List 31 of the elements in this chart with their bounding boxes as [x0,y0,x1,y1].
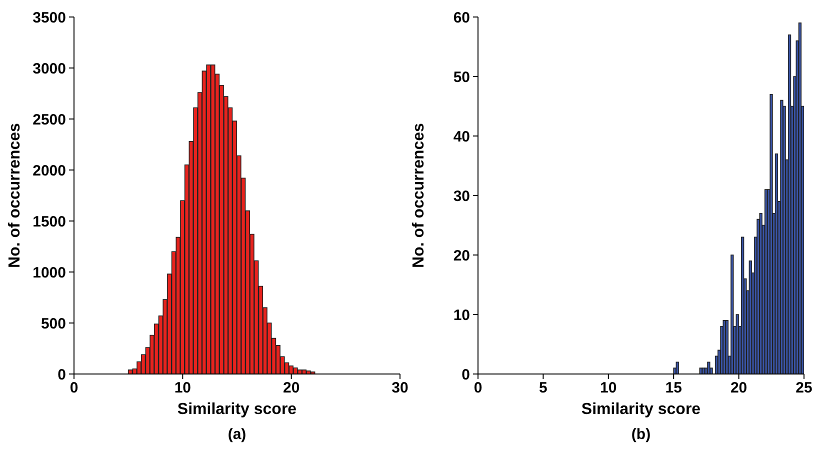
y-tick-label: 0 [58,366,66,384]
x-tick-label: 25 [796,380,812,397]
x-tick-label: 30 [392,380,408,397]
y-tick-label: 1000 [32,264,66,282]
y-tick-label: 2500 [32,111,66,128]
x-tick-label: 10 [174,380,192,397]
text: (b) [630,426,652,443]
y-tick-label: 60 [453,9,470,26]
x-tick-label: 10 [600,380,617,397]
y-tick-label: 20 [453,247,470,264]
x-tick-label: 0 [474,380,482,397]
x-tick-label: 20 [730,380,748,397]
text: (a) [226,426,248,443]
x-axis-title: Similarity score [581,401,701,418]
y-tick-label: 50 [453,68,470,86]
y-tick-label: 30 [453,188,470,205]
y-tick-label: 3500 [32,9,66,26]
y-tick-label: 500 [40,315,66,332]
y-tick-label: 2000 [32,162,66,180]
y-tick-label: 0 [462,366,470,384]
x-tick-label: 20 [282,380,300,397]
x-tick-label: 0 [70,380,78,397]
y-axis-title: No. of occurrences [6,122,24,268]
y-tick-label: 1500 [32,213,66,230]
y-tick-label: 10 [453,306,470,324]
y-tick-label: 40 [453,128,470,146]
y-tick-label: 3000 [32,60,66,78]
y-axis-title: No. of occurrences [410,122,428,268]
x-tick-label: 15 [665,380,682,397]
x-tick-label: 5 [539,380,548,397]
x-axis-title: Similarity score [177,401,297,418]
